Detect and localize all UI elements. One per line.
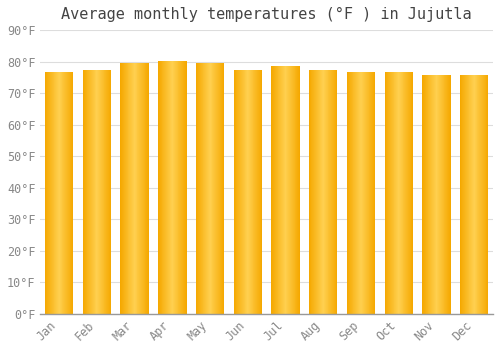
Title: Average monthly temperatures (°F ) in Jujutla: Average monthly temperatures (°F ) in Ju… <box>62 7 472 22</box>
